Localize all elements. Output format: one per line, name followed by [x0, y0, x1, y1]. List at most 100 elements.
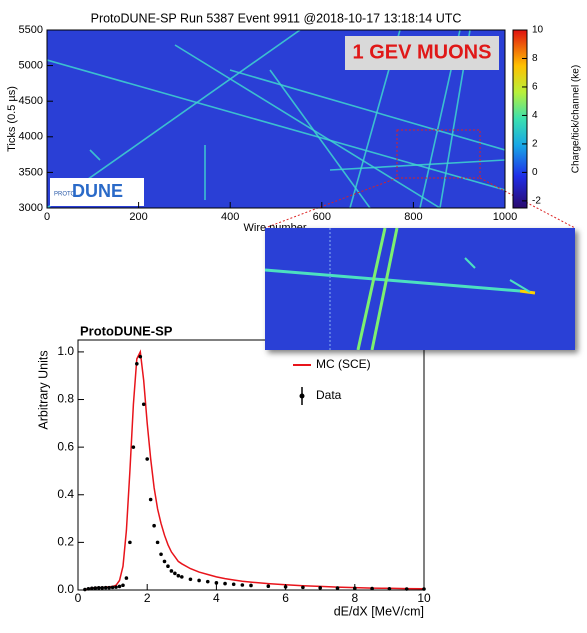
event-title: ProtoDUNE-SP Run 5387 Event 9911 @2018-1… — [91, 11, 462, 25]
data-point — [107, 585, 111, 590]
x-axis-label: dE/dX [MeV/cm] — [334, 604, 424, 618]
data-point — [155, 540, 160, 545]
data-point — [370, 586, 374, 591]
y-tick-label: 0.4 — [57, 487, 74, 501]
data-point — [173, 571, 177, 576]
data-point — [318, 586, 323, 590]
data-point — [117, 584, 122, 589]
zoom-box — [396, 129, 481, 179]
y-tick-label: 3000 — [19, 202, 43, 214]
logo-small: PROTO — [54, 192, 76, 198]
legend: MC (SCE) Data — [293, 357, 371, 405]
colorbar-tick-label: 4 — [532, 110, 538, 121]
y-axis-label: Arbitrary Units — [36, 350, 50, 429]
mc-line — [84, 349, 425, 591]
plot-frame — [77, 339, 425, 591]
data-point — [387, 587, 392, 591]
x-tick-label: 1000 — [493, 211, 517, 223]
data-point — [86, 587, 91, 591]
y-tick-label: 0.0 — [57, 582, 74, 596]
data-point — [166, 564, 170, 568]
y-tick-label: 0.2 — [57, 535, 74, 549]
zoom-inset — [265, 228, 575, 350]
colorbar-tick-label: 10 — [532, 25, 544, 36]
data-point — [128, 540, 132, 545]
legend-label: MC (SCE) — [316, 357, 371, 371]
y-axis-label: Ticks (0.5 µs) — [6, 86, 18, 152]
data-point — [131, 445, 136, 449]
annotation-box — [345, 36, 499, 70]
data-point — [141, 402, 146, 407]
data-point — [301, 585, 305, 590]
y-tick-label: 4500 — [19, 95, 43, 107]
y-tick-label: 3500 — [19, 166, 43, 178]
data-point — [223, 581, 227, 586]
x-tick-label: 4 — [213, 591, 220, 605]
data-point — [335, 586, 340, 590]
data-point — [110, 585, 115, 590]
data-point — [103, 585, 108, 590]
data-point — [124, 576, 129, 580]
x-tick-label: 400 — [221, 211, 239, 223]
colorbar-tick-label: 6 — [532, 82, 538, 93]
data-point — [205, 579, 210, 584]
data-point — [152, 523, 156, 528]
data-point — [162, 559, 167, 564]
annotation: 1 GEV MUONS — [353, 41, 492, 63]
colorbar-tick-label: 0 — [532, 167, 538, 178]
x-tick-label: 0 — [75, 591, 82, 605]
y-tick-label: 0.6 — [57, 439, 74, 453]
y-tick-label: 1.0 — [57, 344, 74, 358]
inset-tracks — [265, 228, 536, 350]
colorbar-tick-label: 8 — [532, 53, 538, 64]
y-tick-label: 0.8 — [57, 392, 74, 406]
zoom-guide — [264, 177, 398, 229]
y-tick-label: 5000 — [19, 60, 43, 72]
data-point — [100, 586, 105, 590]
data-point — [145, 457, 149, 461]
data-point — [176, 573, 181, 578]
data-point — [114, 585, 118, 589]
x-tick-label: 200 — [129, 211, 147, 223]
x-tick-label: 6 — [282, 591, 289, 605]
x-tick-label: 600 — [313, 211, 331, 223]
x-tick-label: 2 — [144, 591, 151, 605]
legend-swatch — [299, 393, 305, 399]
data-point — [214, 581, 219, 585]
hist-marks — [83, 349, 426, 592]
y-tick-label: 4000 — [19, 131, 43, 143]
logo-large: DUNE — [72, 181, 123, 201]
y-tick-label: 5500 — [19, 24, 43, 36]
data-point — [266, 584, 271, 588]
x-tick-label: 800 — [404, 211, 422, 223]
data-point — [90, 586, 94, 591]
data-point — [240, 583, 245, 587]
data-point — [138, 354, 143, 359]
data-point — [231, 582, 236, 587]
data-point — [404, 587, 409, 591]
x-tick-label: 0 — [44, 211, 50, 223]
colorbar-label: Charge/tick/channel (ke) — [571, 65, 582, 173]
hist-title: ProtoDUNE-SP — [80, 323, 173, 338]
data-point — [159, 552, 163, 557]
colorbar-tick-label: 2 — [532, 139, 538, 150]
x-tick-label: 10 — [417, 591, 431, 605]
data-point — [93, 586, 98, 590]
colorbar-tick-label: -2 — [532, 196, 541, 207]
data-point — [96, 586, 101, 590]
data-point — [249, 583, 253, 588]
data-point — [148, 497, 153, 502]
logo — [50, 178, 144, 206]
data-point — [121, 583, 125, 588]
x-tick-label: 8 — [351, 591, 358, 605]
data-point — [180, 575, 184, 579]
data-point — [83, 587, 87, 592]
data-point — [135, 362, 139, 366]
plot-frame — [46, 29, 506, 209]
legend-label: Data — [316, 388, 342, 402]
colorbar — [512, 29, 528, 209]
data-point — [188, 577, 193, 582]
data-point — [197, 578, 201, 583]
data-point — [169, 569, 174, 573]
